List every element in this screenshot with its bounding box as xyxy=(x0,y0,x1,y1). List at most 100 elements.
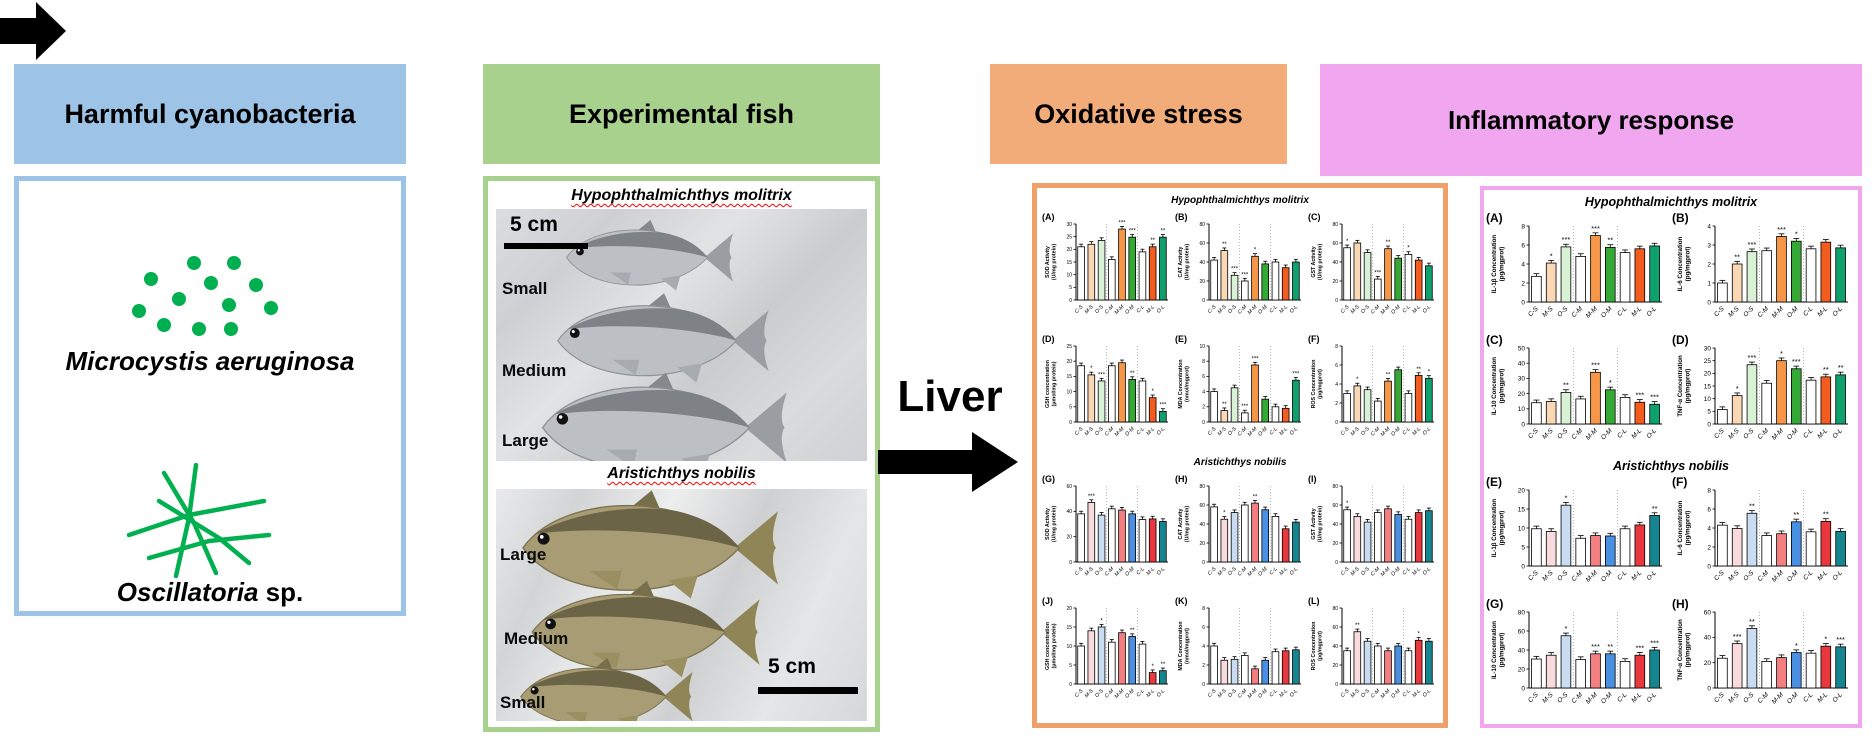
svg-text:**: ** xyxy=(1416,367,1421,373)
panel-header-inflammatory: Inflammatory response xyxy=(1320,64,1862,176)
svg-text:SOD Activity(U/mg protein): SOD Activity(U/mg protein) xyxy=(1045,244,1058,280)
svg-text:4: 4 xyxy=(1521,261,1525,268)
svg-text:***: *** xyxy=(1650,638,1659,647)
svg-text:C-S: C-S xyxy=(1206,566,1217,577)
svg-text:2: 2 xyxy=(1202,663,1205,669)
svg-text:O-L: O-L xyxy=(1831,305,1844,318)
species-title-molitrix: Hypophthalmichthys molitrix xyxy=(571,187,792,204)
svg-text:C-S: C-S xyxy=(1339,426,1350,437)
svg-text:O-S: O-S xyxy=(1556,305,1570,319)
species-title-molitrix: Hypophthalmichthys molitrix xyxy=(1171,195,1309,206)
svg-text:M-S: M-S xyxy=(1727,569,1741,583)
svg-text:C-M: C-M xyxy=(1757,569,1771,583)
svg-text:10: 10 xyxy=(1066,389,1072,395)
svg-text:*: * xyxy=(1564,494,1567,503)
svg-text:O-L: O-L xyxy=(1645,427,1658,440)
svg-text:O-S: O-S xyxy=(1094,566,1105,577)
panel-header-cyanobacteria: Harmful cyanobacteria xyxy=(14,64,406,164)
svg-text:(I): (I) xyxy=(1308,474,1317,484)
svg-text:***: *** xyxy=(1159,403,1167,409)
svg-text:M-S: M-S xyxy=(1541,427,1555,441)
microcystis-label: Microcystis aeruginosa xyxy=(19,346,401,377)
svg-text:C-L: C-L xyxy=(1802,305,1815,318)
svg-text:6: 6 xyxy=(1335,363,1338,369)
svg-text:0: 0 xyxy=(1335,560,1338,566)
svg-text:C-M: C-M xyxy=(1369,426,1381,438)
svg-text:TNF-α Concentration(pg/mgprot): TNF-α Concentration(pg/mgprot) xyxy=(1677,355,1692,417)
svg-text:C-L: C-L xyxy=(1802,569,1815,582)
svg-text:M-L: M-L xyxy=(1411,566,1422,577)
panel-experimental-fish: Hypophthalmichthys molitrix 5 cm Small M… xyxy=(483,176,880,732)
scale-label: 5 cm xyxy=(768,655,816,678)
svg-text:0: 0 xyxy=(1335,420,1338,426)
svg-text:M-M: M-M xyxy=(1585,305,1600,320)
svg-text:20: 20 xyxy=(1066,606,1072,612)
svg-text:C-L: C-L xyxy=(1401,304,1411,314)
svg-text:O-S: O-S xyxy=(1227,304,1238,315)
svg-text:C-M: C-M xyxy=(1369,304,1381,316)
oxidative-charts-nobilis: (G) 0 20 40 60 SOD Activity(U/mg protein) C-S *… xyxy=(1041,470,1440,714)
svg-text:60: 60 xyxy=(1518,628,1526,635)
svg-text:*: * xyxy=(1824,635,1827,644)
svg-text:**: ** xyxy=(1749,502,1755,511)
svg-text:(A): (A) xyxy=(1486,211,1503,225)
svg-text:C-S: C-S xyxy=(1527,691,1540,704)
chart-ox-J: (J) 0 5 10 15 20 GSH concentration(μmol/mg pro… xyxy=(1041,592,1174,714)
svg-text:3: 3 xyxy=(1707,242,1711,249)
svg-text:IL-10 Concentration(pg/mgprot): IL-10 Concentration(pg/mgprot) xyxy=(1491,621,1506,679)
svg-text:80: 80 xyxy=(1199,484,1205,490)
svg-text:M-L: M-L xyxy=(1630,569,1643,582)
svg-text:O-L: O-L xyxy=(1155,688,1166,699)
svg-text:5: 5 xyxy=(1521,544,1525,551)
svg-text:C-L: C-L xyxy=(1616,427,1629,440)
svg-text:***: *** xyxy=(1241,404,1249,410)
svg-text:C-S: C-S xyxy=(1713,691,1726,704)
svg-text:O-M: O-M xyxy=(1600,569,1614,583)
svg-text:25: 25 xyxy=(1066,344,1072,350)
svg-text:M-M: M-M xyxy=(1771,569,1786,584)
svg-text:C-S: C-S xyxy=(1206,304,1217,315)
svg-text:O-L: O-L xyxy=(1645,691,1658,704)
svg-text:**: ** xyxy=(1823,365,1829,374)
svg-text:20: 20 xyxy=(1518,391,1526,398)
svg-text:C-M: C-M xyxy=(1571,427,1585,441)
svg-text:60: 60 xyxy=(1704,609,1712,616)
svg-text:SOD Activity(U/mg protein): SOD Activity(U/mg protein) xyxy=(1045,506,1058,542)
svg-text:80: 80 xyxy=(1518,609,1526,616)
chart-ox-E: (E) 0 2 4 6 8 10 MDA Concentration(nmol/mgprot)… xyxy=(1174,330,1307,452)
svg-text:M-M: M-M xyxy=(1113,304,1125,316)
svg-text:40: 40 xyxy=(1518,361,1526,368)
svg-text:2: 2 xyxy=(1707,261,1711,268)
svg-text:ROS Concentration(pg/mgprot): ROS Concentration(pg/mgprot) xyxy=(1311,622,1324,671)
svg-text:C-M: C-M xyxy=(1369,566,1381,578)
svg-text:O-M: O-M xyxy=(1390,426,1402,438)
svg-text:C-S: C-S xyxy=(1713,427,1726,440)
svg-text:O-M: O-M xyxy=(1600,691,1614,705)
svg-text:***: *** xyxy=(1231,267,1239,273)
species-title-nobilis: Aristichthys nobilis xyxy=(607,465,756,482)
svg-text:C-M: C-M xyxy=(1236,304,1248,316)
svg-text:*: * xyxy=(1151,664,1154,670)
svg-text:M-M: M-M xyxy=(1113,566,1125,578)
svg-text:C-M: C-M xyxy=(1571,691,1585,705)
svg-text:2: 2 xyxy=(1202,405,1205,411)
svg-text:10: 10 xyxy=(1066,644,1072,650)
chart-inf-G: (G) 0 20 40 60 80 IL-10 Concentration(pg/mgpro… xyxy=(1485,596,1671,718)
svg-text:(H): (H) xyxy=(1175,474,1188,484)
svg-text:C-S: C-S xyxy=(1206,426,1217,437)
svg-text:M-M: M-M xyxy=(1379,566,1391,578)
svg-text:O-M: O-M xyxy=(1786,691,1800,705)
svg-text:O-M: O-M xyxy=(1124,304,1136,316)
svg-text:M-S: M-S xyxy=(1349,426,1360,437)
svg-text:20: 20 xyxy=(1199,279,1205,285)
svg-text:0: 0 xyxy=(1335,298,1338,304)
chart-ox-L: (L) 0 20 40 60 80 ROS Concentration(pg/mgprot)… xyxy=(1307,592,1440,714)
svg-text:30: 30 xyxy=(1518,376,1526,383)
svg-text:80: 80 xyxy=(1332,222,1338,228)
svg-text:M-L: M-L xyxy=(1278,426,1289,437)
cyanobacteria-title: Harmful cyanobacteria xyxy=(64,98,356,129)
svg-text:C-L: C-L xyxy=(1401,688,1411,698)
svg-text:*: * xyxy=(1795,641,1798,650)
svg-text:C-M: C-M xyxy=(1571,569,1585,583)
svg-text:IL-6 Concentration(pg/mgprot): IL-6 Concentration(pg/mgprot) xyxy=(1677,236,1692,291)
